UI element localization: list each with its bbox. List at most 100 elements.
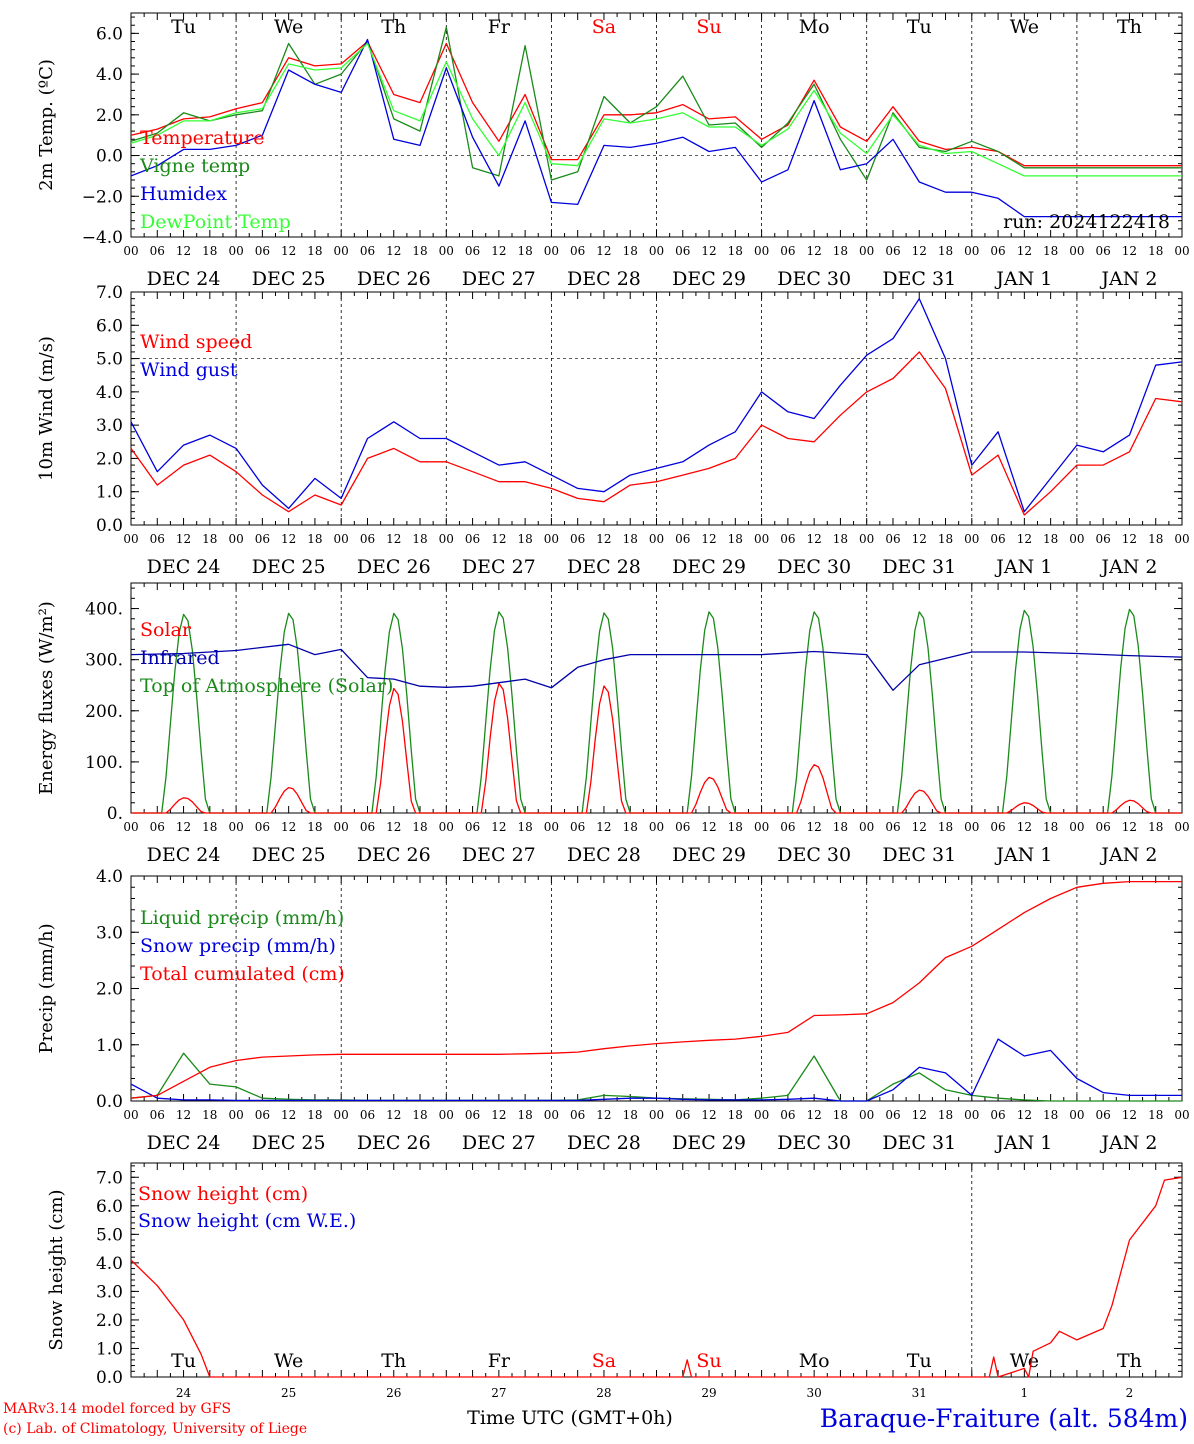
hour-tick-label: 12 (807, 244, 822, 258)
day-number-label: 30 (807, 1386, 822, 1400)
snow-precip-mm-h--line (130, 1038, 1182, 1102)
hour-tick-label: 00 (859, 244, 874, 258)
hour-tick-label: 00 (964, 820, 979, 834)
hour-tick-label: 12 (386, 1108, 401, 1122)
snow-height-cm--line (130, 1176, 1183, 1378)
hour-tick-label: 00 (859, 532, 874, 546)
hour-tick-label: 18 (517, 1108, 532, 1122)
hour-tick-label: 00 (754, 820, 769, 834)
date-label: DEC 31 (882, 1132, 956, 1154)
legend-entry: Top of Atmosphere (Solar) (140, 675, 393, 697)
hour-tick-label: 00 (334, 1108, 349, 1122)
hour-tick-label: 06 (990, 1108, 1005, 1122)
y-axis-label: 2m Temp. (ºC) (36, 59, 57, 191)
hour-tick-label: 06 (465, 820, 480, 834)
hour-tick-label: 06 (675, 532, 690, 546)
station-title: Baraque-Fraiture (alt. 584m) (820, 1404, 1188, 1433)
weekday-label: Fr (488, 1350, 511, 1372)
hour-tick-label: 06 (885, 820, 900, 834)
hour-tick-label: 06 (675, 1108, 690, 1122)
date-label: DEC 29 (672, 844, 746, 866)
hour-tick-label: 18 (623, 244, 638, 258)
date-label: DEC 25 (252, 268, 326, 290)
legend-entry: Snow height (cm) (138, 1183, 308, 1205)
hour-tick-label: 00 (649, 820, 664, 834)
hour-tick-label: 12 (701, 820, 716, 834)
weekday-label: Su (696, 16, 721, 38)
hour-tick-label: 00 (1174, 820, 1189, 834)
wind-speed-line (130, 351, 1183, 516)
y-axis-label: Energy fluxes (W/m²) (36, 601, 57, 795)
hour-tick-label: 00 (649, 1108, 664, 1122)
hour-tick-label: 00 (859, 820, 874, 834)
hour-tick-label: 12 (1122, 244, 1137, 258)
hour-tick-label: 00 (1174, 1108, 1189, 1122)
hour-tick-label: 00 (649, 532, 664, 546)
hour-tick-label: 18 (1148, 244, 1163, 258)
hour-tick-label: 06 (780, 244, 795, 258)
hour-tick-label: 18 (623, 1108, 638, 1122)
hour-tick-label: 12 (176, 244, 191, 258)
hour-tick-label: 12 (1122, 532, 1137, 546)
y-tick-label: 0.0 (96, 1092, 123, 1112)
y-tick-label: 2.0 (96, 980, 123, 1000)
hour-tick-label: 12 (1122, 820, 1137, 834)
date-label: DEC 30 (777, 268, 851, 290)
vigne-temp-line (130, 26, 1182, 181)
hour-tick-label: 00 (859, 1108, 874, 1122)
hour-tick-label: 06 (1096, 820, 1111, 834)
y-tick-label: 5.0 (96, 1225, 123, 1245)
weekday-label: Tu (907, 16, 932, 38)
y-axis-label: Snow height (cm) (46, 1189, 67, 1350)
panel-3: 0. 100. 200. 300. 400. Energy fluxes (W/m²) 00… (36, 582, 1190, 866)
hour-tick-label: 18 (307, 820, 322, 834)
hour-tick-label: 18 (307, 532, 322, 546)
weekday-label: Tu (171, 16, 196, 38)
date-label: DEC 24 (147, 844, 221, 866)
hour-tick-label: 00 (1069, 820, 1084, 834)
hour-tick-label: 12 (176, 532, 191, 546)
hour-tick-label: 18 (623, 532, 638, 546)
legend-entry: Liquid precip (mm/h) (140, 907, 344, 929)
y-tick-label: 5.0 (96, 350, 123, 370)
date-label: DEC 27 (462, 556, 536, 578)
hour-tick-label: 18 (1043, 820, 1058, 834)
y-tick-label: 4.0 (96, 65, 123, 85)
day-number-label: 2 (1126, 1386, 1134, 1400)
hour-tick-label: 12 (281, 1108, 296, 1122)
date-label: DEC 26 (357, 556, 431, 578)
hour-tick-label: 12 (596, 820, 611, 834)
legend-entry: Vigne temp (139, 155, 250, 177)
hour-tick-label: 00 (754, 1108, 769, 1122)
y-tick-label: 2.0 (96, 1311, 123, 1331)
y-axis-label: 10m Wind (m/s) (36, 336, 57, 481)
legend-entry: Wind gust (140, 359, 238, 381)
legend-entry: Snow precip (mm/h) (140, 935, 336, 957)
hour-tick-label: 00 (754, 532, 769, 546)
date-label: DEC 29 (672, 556, 746, 578)
hour-tick-label: 00 (1069, 244, 1084, 258)
legend-entry: Infrared (140, 647, 220, 669)
hour-tick-label: 00 (964, 532, 979, 546)
hour-tick-label: 18 (1043, 1108, 1058, 1122)
hour-tick-label: 12 (1017, 532, 1032, 546)
y-tick-label: 3.0 (96, 1282, 123, 1302)
hour-tick-label: 06 (570, 244, 585, 258)
hour-tick-label: 12 (281, 244, 296, 258)
hour-tick-label: 18 (728, 244, 743, 258)
y-tick-label: 2.0 (96, 449, 123, 469)
hour-tick-label: 06 (990, 532, 1005, 546)
day-number-label: 1 (1021, 1386, 1029, 1400)
hour-tick-label: 00 (123, 1108, 138, 1122)
hour-tick-label: 18 (833, 1108, 848, 1122)
date-label: DEC 26 (357, 844, 431, 866)
hour-tick-label: 06 (255, 1108, 270, 1122)
hour-tick-label: 06 (150, 244, 165, 258)
hour-tick-label: 12 (912, 244, 927, 258)
y-tick-label: 0. (107, 804, 123, 824)
legend-entry: Solar (140, 619, 192, 641)
hour-tick-label: 12 (491, 532, 506, 546)
legend-entry: Temperature (140, 127, 264, 149)
date-label: DEC 24 (147, 268, 221, 290)
